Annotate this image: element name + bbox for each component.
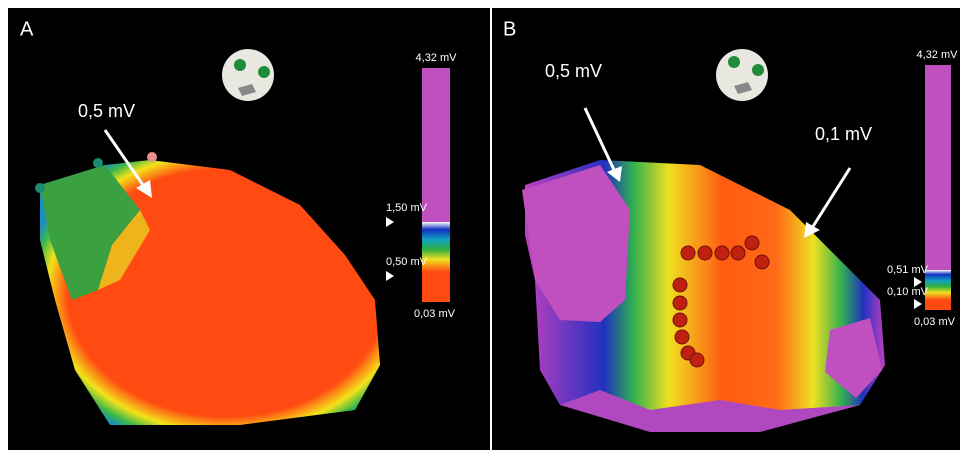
scale-label: 1,50 mV xyxy=(386,202,428,214)
panel-label: A xyxy=(20,18,34,40)
face-icon xyxy=(222,49,274,101)
annotation: 0,5 mV xyxy=(545,61,602,81)
face-icon xyxy=(716,49,768,101)
annotation: 0,1 mV xyxy=(815,124,872,144)
scale-label: 0,10 mV xyxy=(887,286,929,298)
scale-label: 0,03 mV xyxy=(914,316,956,328)
figure: A 0,5 mV 4,32 mV 1,50 mV 0,50 mV 0,03 mV… xyxy=(0,0,960,455)
scale-label: 0,51 mV xyxy=(887,264,929,276)
panel-label: B xyxy=(503,18,516,40)
scale-label: 4,32 mV xyxy=(917,49,959,61)
marker xyxy=(147,152,157,162)
scale-label: 0,03 mV xyxy=(414,308,456,320)
scale-label: 4,32 mV xyxy=(416,52,458,64)
marker xyxy=(35,183,45,193)
marker xyxy=(93,158,103,168)
annotation: 0,5 mV xyxy=(78,101,135,121)
scale-label: 0,50 mV xyxy=(386,256,428,268)
